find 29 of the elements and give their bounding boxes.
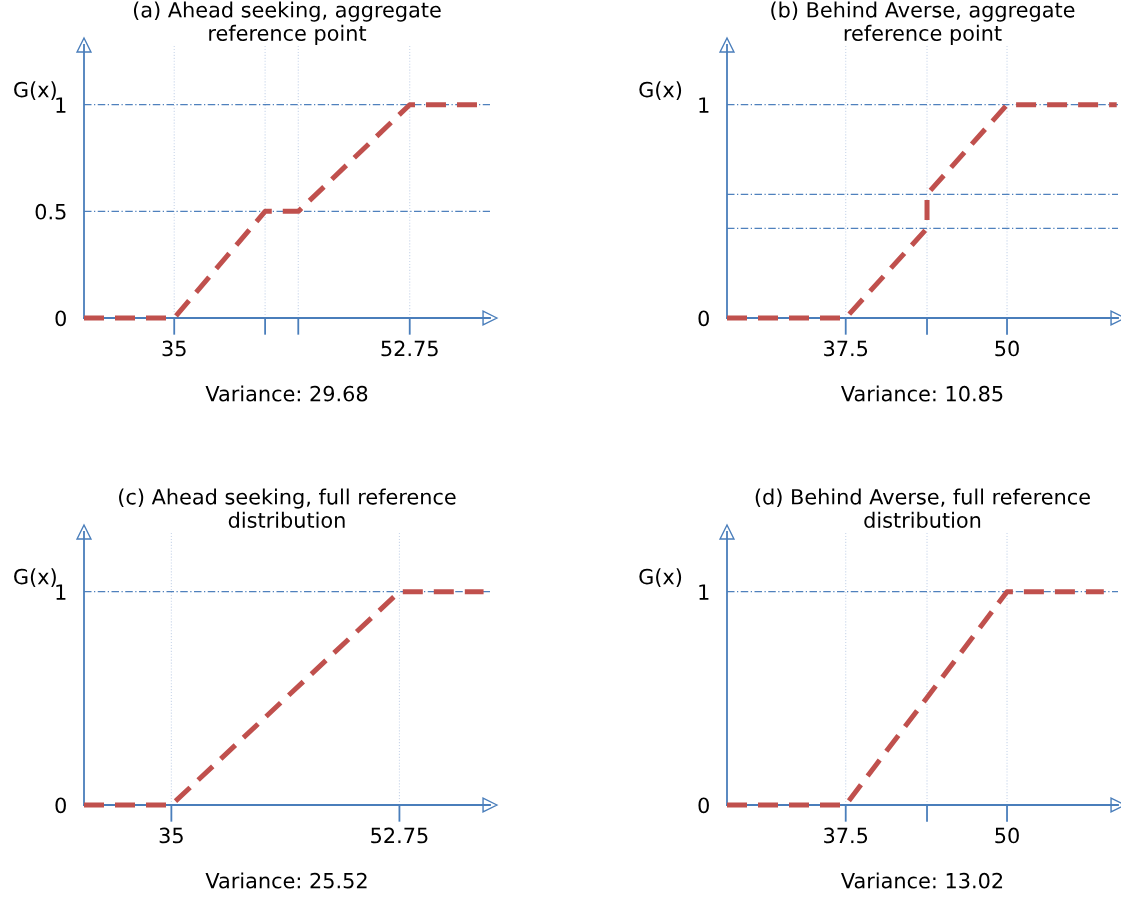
y-tick-label: 0.5 — [35, 203, 66, 220]
x-axis-title: Variance: 10.85 — [841, 385, 1003, 402]
x-tick-label: 37.5 — [824, 340, 868, 357]
y-tick-label: 0 — [698, 797, 709, 814]
y-tick-label: 1 — [56, 97, 66, 113]
y-tick-label: 0 — [55, 797, 66, 814]
y-axis-title: G(x) — [639, 81, 682, 100]
chart-title: (c) Ahead seeking, full reference distribution — [119, 488, 456, 528]
y-axis-title: G(x) — [14, 568, 56, 587]
x-tick-label: 35 — [159, 827, 183, 844]
x-tick-label: 35 — [162, 340, 186, 357]
y-tick-label: 1 — [699, 584, 709, 600]
y-axis-title: G(x) — [14, 81, 56, 100]
chart-title: (d) Behind Averse, full reference distribution — [755, 488, 1090, 528]
x-tick-label: 52.75 — [381, 340, 438, 357]
x-tick-label: 37.5 — [824, 827, 868, 844]
x-tick-label: 52.75 — [371, 827, 428, 844]
y-tick-label: 1 — [699, 97, 709, 113]
y-tick-label: 0 — [55, 310, 66, 327]
x-axis-title: Variance: 29.68 — [205, 385, 368, 402]
x-axis-title: Variance: 13.02 — [841, 872, 1003, 889]
chart-title: (a) Ahead seeking, aggregate reference point — [133, 1, 441, 45]
x-tick-label: 50 — [995, 827, 1019, 844]
y-axis-title: G(x) — [639, 568, 682, 587]
y-tick-label: 0 — [698, 310, 709, 327]
y-tick-label: 1 — [56, 584, 66, 600]
x-axis-title: Variance: 25.52 — [205, 872, 367, 889]
chart-title: (b) Behind Averse, aggregate reference point — [771, 1, 1075, 45]
x-tick-label: 50 — [995, 340, 1019, 357]
